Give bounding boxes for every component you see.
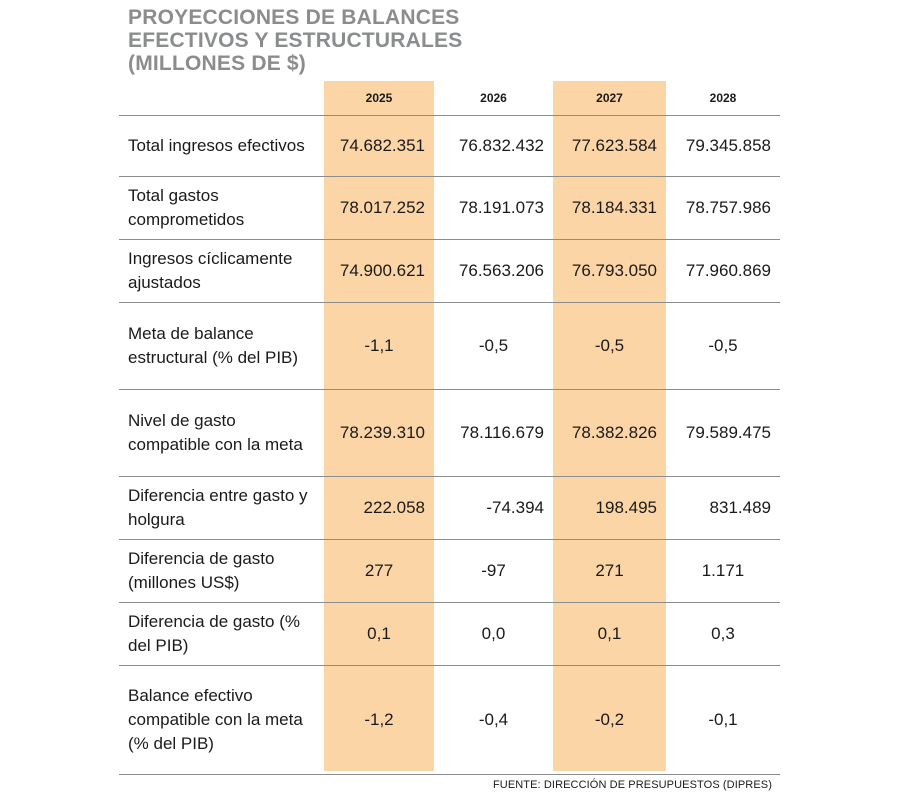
- projection-table: 2025 2026 2027 2028 Total ingresos efect…: [119, 81, 780, 775]
- table-row: Total ingresos efectivos 74.682.351 76.8…: [119, 115, 780, 177]
- data-cell: 0,1: [324, 602, 434, 666]
- table-row: Total gastos comprometidos 78.017.252 78…: [119, 176, 780, 240]
- data-cell: 79.589.475: [666, 389, 780, 477]
- table-row: Balance efectivo compatible con la meta …: [119, 665, 780, 775]
- data-cell: 78.116.679: [434, 389, 553, 477]
- data-cell: 0,0: [434, 602, 553, 666]
- data-cell: 271: [553, 539, 666, 603]
- column-header: 2025: [324, 81, 434, 116]
- data-cell: 0,3: [666, 602, 780, 666]
- data-cell: 79.345.858: [666, 115, 780, 177]
- data-cell: -97: [434, 539, 553, 603]
- data-cell: 78.017.252: [324, 176, 434, 240]
- row-label: Diferencia entre gasto y holgura: [119, 476, 324, 540]
- data-cell: 831.489: [666, 476, 780, 540]
- data-cell: 77.960.869: [666, 239, 780, 303]
- data-cell: 78.191.073: [434, 176, 553, 240]
- data-cell: -0,1: [666, 665, 780, 775]
- data-cell: 222.058: [324, 476, 434, 540]
- data-cell: 74.900.621: [324, 239, 434, 303]
- row-label: Ingresos cíclicamente ajustados: [119, 239, 324, 303]
- row-label: Diferencia de gasto (% del PIB): [119, 602, 324, 666]
- table-row: Meta de balance estructural (% del PIB) …: [119, 302, 780, 390]
- source-note: FUENTE: DIRECCIÓN DE PRESUPUESTOS (DIPRE…: [492, 779, 772, 791]
- header-label-cell: [119, 81, 324, 116]
- table-row: Diferencia entre gasto y holgura 222.058…: [119, 476, 780, 540]
- projection-table-container: 2025 2026 2027 2028 Total ingresos efect…: [119, 81, 780, 775]
- data-cell: 198.495: [553, 476, 666, 540]
- chart-title: PROYECCIONES DE BALANCES EFECTIVOS Y EST…: [128, 6, 768, 75]
- data-cell: -0,5: [434, 302, 553, 390]
- title-line-1: PROYECCIONES DE BALANCES: [128, 6, 460, 29]
- data-cell: 1.171: [666, 539, 780, 603]
- data-cell: -74.394: [434, 476, 553, 540]
- data-cell: 76.563.206: [434, 239, 553, 303]
- data-cell: -0,5: [666, 302, 780, 390]
- data-cell: 76.832.432: [434, 115, 553, 177]
- row-label: Total gastos comprometidos: [119, 176, 324, 240]
- table-row: Diferencia de gasto (% del PIB) 0,1 0,0 …: [119, 602, 780, 666]
- column-header: 2027: [553, 81, 666, 116]
- data-cell: -0,2: [553, 665, 666, 775]
- row-label: Total ingresos efectivos: [119, 115, 324, 177]
- data-cell: 78.382.826: [553, 389, 666, 477]
- data-cell: 74.682.351: [324, 115, 434, 177]
- data-cell: 78.757.986: [666, 176, 780, 240]
- header-row: 2025 2026 2027 2028: [119, 81, 780, 116]
- table-row: Diferencia de gasto (millones US$) 277 -…: [119, 539, 780, 603]
- data-cell: -0,4: [434, 665, 553, 775]
- data-cell: 78.184.331: [553, 176, 666, 240]
- table-row: Nivel de gasto compatible con la meta 78…: [119, 389, 780, 477]
- data-cell: 77.623.584: [553, 115, 666, 177]
- column-header: 2028: [666, 81, 780, 116]
- data-cell: -1,1: [324, 302, 434, 390]
- row-label: Meta de balance estructural (% del PIB): [119, 302, 324, 390]
- data-cell: 0,1: [553, 602, 666, 666]
- data-cell: -1,2: [324, 665, 434, 775]
- title-line-2: EFECTIVOS Y ESTRUCTURALES: [128, 29, 463, 52]
- row-label: Diferencia de gasto (millones US$): [119, 539, 324, 603]
- data-cell: 76.793.050: [553, 239, 666, 303]
- data-cell: 277: [324, 539, 434, 603]
- column-header: 2026: [434, 81, 553, 116]
- title-line-3: (MILLONES DE $): [128, 52, 307, 75]
- row-label: Balance efectivo compatible con la meta …: [119, 665, 324, 775]
- data-cell: 78.239.310: [324, 389, 434, 477]
- table-row: Ingresos cíclicamente ajustados 74.900.6…: [119, 239, 780, 303]
- data-cell: -0,5: [553, 302, 666, 390]
- row-label: Nivel de gasto compatible con la meta: [119, 389, 324, 477]
